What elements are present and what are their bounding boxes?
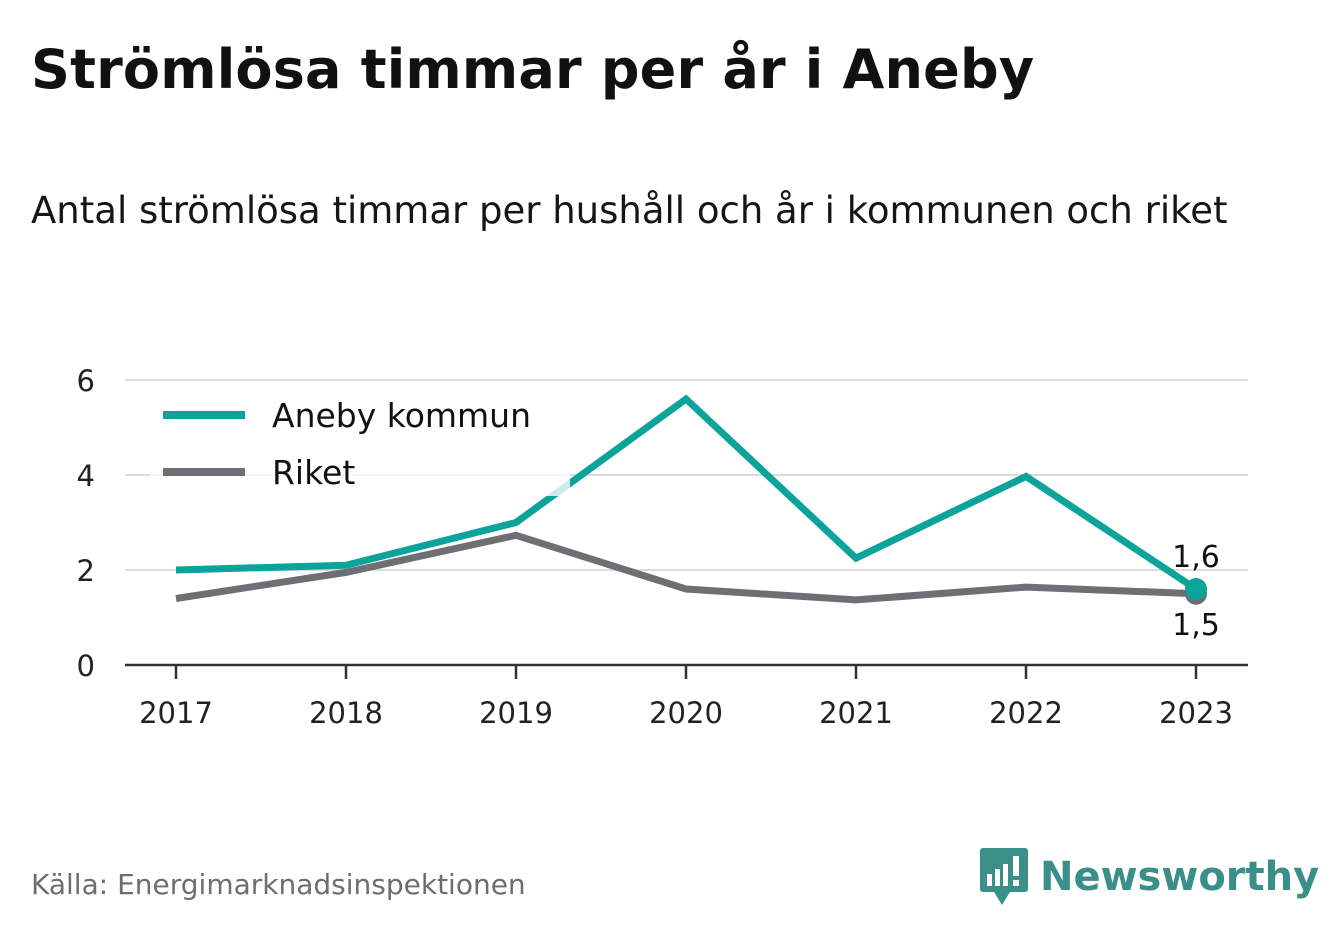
- end-value-label: 1,6: [1172, 540, 1220, 575]
- x-tick-label: 2018: [309, 696, 383, 730]
- y-tick-label: 0: [77, 649, 95, 683]
- x-tick-label: 2019: [479, 696, 553, 730]
- y-tick-label: 6: [77, 364, 95, 398]
- series-line: [175, 394, 1198, 592]
- newsworthy-logo: Newsworthy: [980, 848, 1319, 906]
- x-tick-label: 2022: [989, 696, 1063, 730]
- chart-title: Strömlösa timmar per år i Aneby: [31, 38, 1035, 101]
- legend-background: [150, 392, 570, 496]
- end-value-label: 1,5: [1172, 608, 1220, 643]
- newsworthy-logo-icon: [980, 848, 1028, 905]
- line-chart: 0 2 4 6 2017 2018 2019 2020 2021 2022 2023 Aneby …: [77, 364, 1248, 730]
- end-labels: 1,6 1,5: [1172, 540, 1220, 643]
- end-point: [1185, 578, 1207, 600]
- chart-subtitle: Antal strömlösa timmar per hushåll och å…: [31, 189, 1228, 232]
- x-tick-label: 2017: [139, 696, 213, 730]
- source-note: Källa: Energimarknadsinspektionen: [31, 868, 526, 901]
- y-tick-label: 4: [77, 459, 95, 493]
- series-line: [175, 531, 1197, 604]
- x-tick-label: 2020: [649, 696, 723, 730]
- x-tick-label: 2023: [1159, 696, 1233, 730]
- legend-label: Riket: [272, 453, 355, 492]
- y-axis: 0 2 4 6: [77, 364, 95, 683]
- y-tick-label: 2: [77, 554, 95, 588]
- legend-label: Aneby kommun: [272, 396, 531, 435]
- legend: Aneby kommun Riket: [150, 392, 570, 496]
- x-axis: 2017 2018 2019 2020 2021 2022 2023: [125, 663, 1248, 730]
- x-tick-label: 2021: [819, 696, 893, 730]
- series-lines: [175, 394, 1207, 605]
- brand-name: Newsworthy: [1040, 854, 1320, 900]
